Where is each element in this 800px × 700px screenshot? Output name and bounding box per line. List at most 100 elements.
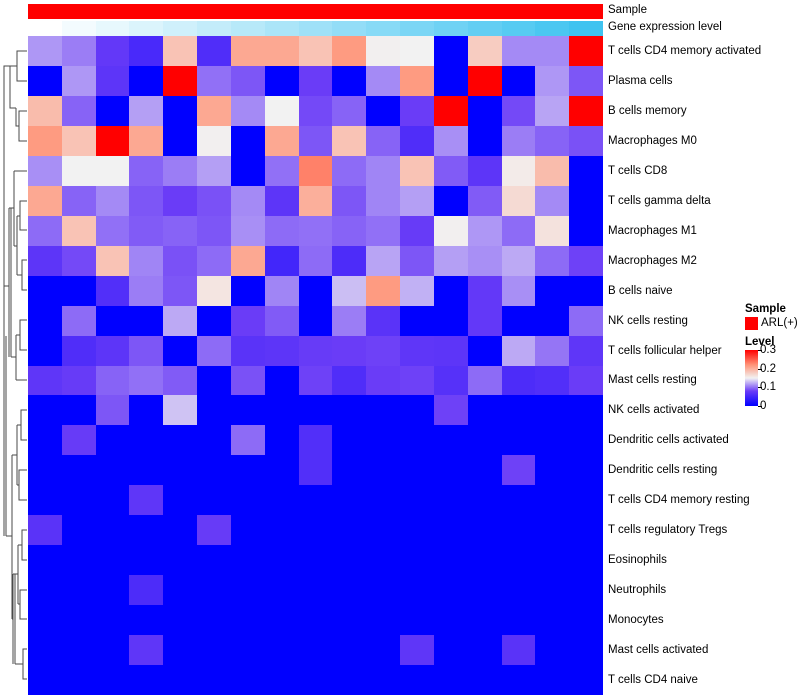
heatmap-cell[interactable] — [298, 365, 333, 396]
heatmap-cell[interactable] — [95, 515, 130, 546]
heatmap-cell[interactable] — [230, 395, 265, 426]
heatmap-cell[interactable] — [197, 575, 231, 606]
heatmap-cell[interactable] — [230, 575, 265, 606]
heatmap-cell[interactable] — [366, 545, 401, 576]
annotation-cell-sample[interactable] — [501, 4, 536, 19]
heatmap-cell[interactable] — [298, 515, 333, 546]
annotation-cell-sample[interactable] — [230, 4, 265, 19]
heatmap-cell[interactable] — [433, 125, 468, 156]
heatmap-cell[interactable] — [264, 185, 299, 216]
heatmap-cell[interactable] — [433, 36, 468, 66]
heatmap-cell[interactable] — [28, 665, 62, 695]
heatmap-cell[interactable] — [535, 545, 570, 576]
heatmap-cell[interactable] — [95, 215, 130, 246]
heatmap-cell[interactable] — [129, 455, 164, 486]
heatmap-cell[interactable] — [230, 185, 265, 216]
heatmap-cell[interactable] — [230, 95, 265, 126]
heatmap-cell[interactable] — [129, 635, 164, 666]
heatmap-cell[interactable] — [332, 605, 367, 636]
heatmap-cell[interactable] — [264, 365, 299, 396]
heatmap-cell[interactable] — [298, 36, 333, 66]
heatmap-cell[interactable] — [366, 635, 401, 666]
heatmap-cell[interactable] — [366, 305, 401, 336]
heatmap-cell[interactable] — [61, 155, 96, 186]
annotation-cell-sample[interactable] — [400, 4, 434, 19]
heatmap-cell[interactable] — [433, 455, 468, 486]
heatmap-cell[interactable] — [264, 335, 299, 366]
heatmap-cell[interactable] — [298, 215, 333, 246]
heatmap-cell[interactable] — [400, 275, 434, 306]
heatmap-cell[interactable] — [467, 395, 502, 426]
heatmap-cell[interactable] — [129, 125, 164, 156]
annotation-cell-gene-expression[interactable] — [95, 21, 130, 36]
heatmap-cell[interactable] — [433, 275, 468, 306]
heatmap-cell[interactable] — [569, 515, 603, 546]
heatmap-cell[interactable] — [129, 185, 164, 216]
heatmap-cell[interactable] — [230, 605, 265, 636]
heatmap-cell[interactable] — [61, 275, 96, 306]
heatmap-cell[interactable] — [433, 425, 468, 456]
heatmap-cell[interactable] — [569, 125, 603, 156]
heatmap-cell[interactable] — [332, 275, 367, 306]
heatmap-cell[interactable] — [61, 425, 96, 456]
heatmap-cell[interactable] — [28, 275, 62, 306]
heatmap-cell[interactable] — [129, 575, 164, 606]
heatmap-cell[interactable] — [366, 36, 401, 66]
heatmap-cell[interactable] — [95, 155, 130, 186]
heatmap-cell[interactable] — [61, 245, 96, 276]
heatmap-cell[interactable] — [501, 395, 536, 426]
heatmap-cell[interactable] — [501, 575, 536, 606]
annotation-cell-sample[interactable] — [366, 4, 401, 19]
heatmap-cell[interactable] — [61, 575, 96, 606]
heatmap-cell[interactable] — [400, 95, 434, 126]
heatmap-cell[interactable] — [332, 635, 367, 666]
heatmap-cell[interactable] — [197, 65, 231, 96]
heatmap-cell[interactable] — [163, 125, 198, 156]
heatmap-cell[interactable] — [230, 515, 265, 546]
heatmap-cell[interactable] — [535, 515, 570, 546]
heatmap-cell[interactable] — [28, 185, 62, 216]
heatmap-cell[interactable] — [230, 65, 265, 96]
heatmap-cell[interactable] — [298, 395, 333, 426]
heatmap-cell[interactable] — [230, 335, 265, 366]
heatmap-cell[interactable] — [61, 485, 96, 516]
heatmap-cell[interactable] — [433, 485, 468, 516]
heatmap-cell[interactable] — [433, 155, 468, 186]
heatmap-cell[interactable] — [61, 125, 96, 156]
heatmap-cell[interactable] — [433, 215, 468, 246]
heatmap-cell[interactable] — [129, 425, 164, 456]
heatmap-cell[interactable] — [129, 485, 164, 516]
heatmap-cell[interactable] — [569, 245, 603, 276]
heatmap-cell[interactable] — [400, 215, 434, 246]
heatmap-cell[interactable] — [28, 215, 62, 246]
heatmap-cell[interactable] — [28, 635, 62, 666]
heatmap-cell[interactable] — [28, 395, 62, 426]
heatmap-cell[interactable] — [230, 275, 265, 306]
heatmap-cell[interactable] — [298, 455, 333, 486]
heatmap-cell[interactable] — [535, 185, 570, 216]
heatmap-cell[interactable] — [28, 575, 62, 606]
heatmap-cell[interactable] — [197, 305, 231, 336]
heatmap-cell[interactable] — [535, 425, 570, 456]
heatmap-cell[interactable] — [366, 185, 401, 216]
heatmap-cell[interactable] — [467, 95, 502, 126]
heatmap-cell[interactable] — [467, 335, 502, 366]
heatmap-cell[interactable] — [95, 605, 130, 636]
heatmap-cell[interactable] — [197, 275, 231, 306]
heatmap-cell[interactable] — [95, 185, 130, 216]
annotation-cell-sample[interactable] — [535, 4, 570, 19]
heatmap-cell[interactable] — [163, 635, 198, 666]
heatmap-cell[interactable] — [400, 36, 434, 66]
heatmap-cell[interactable] — [400, 665, 434, 695]
heatmap-cell[interactable] — [61, 215, 96, 246]
heatmap-cell[interactable] — [163, 365, 198, 396]
heatmap-cell[interactable] — [28, 245, 62, 276]
heatmap-cell[interactable] — [433, 335, 468, 366]
heatmap-cell[interactable] — [129, 515, 164, 546]
heatmap-cell[interactable] — [366, 425, 401, 456]
heatmap-cell[interactable] — [28, 125, 62, 156]
heatmap-cell[interactable] — [501, 65, 536, 96]
heatmap-cell[interactable] — [569, 545, 603, 576]
annotation-cell-gene-expression[interactable] — [467, 21, 502, 36]
heatmap-cell[interactable] — [332, 245, 367, 276]
